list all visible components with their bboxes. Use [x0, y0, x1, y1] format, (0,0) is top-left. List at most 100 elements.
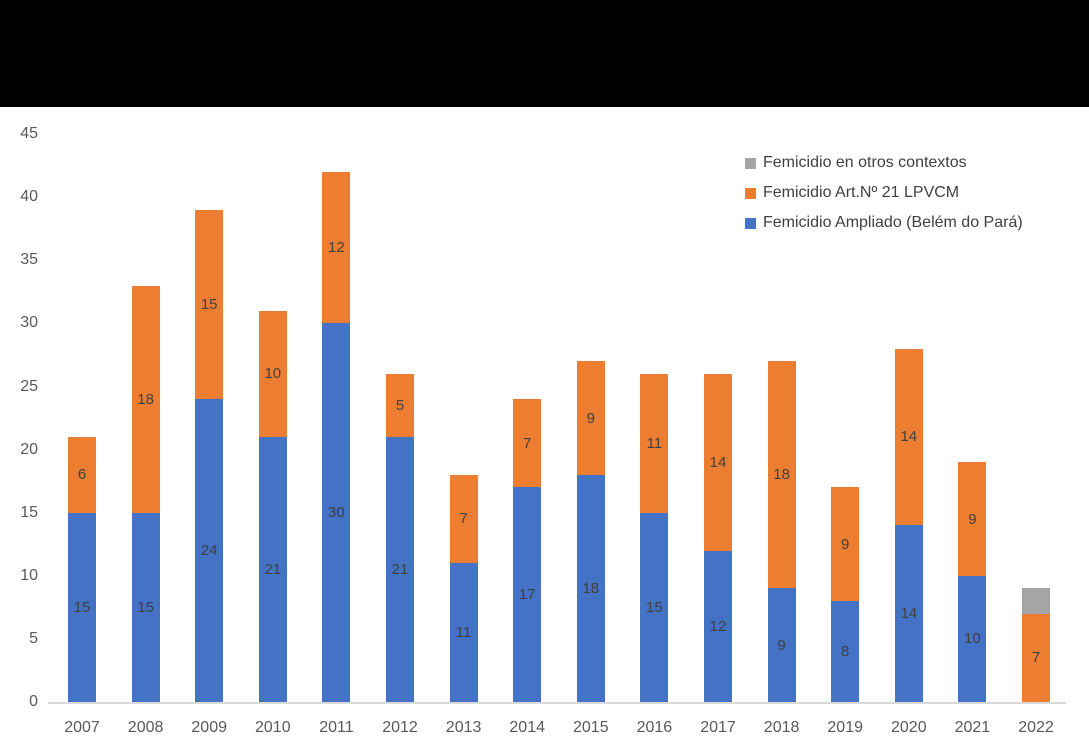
x-tick-label: 2013 [445, 719, 482, 736]
y-tick-label: 0 [29, 693, 38, 710]
bar-segment: 18 [576, 474, 605, 702]
legend-item-otros-contextos: Femicidio en otros contextos [745, 148, 1023, 178]
bar-segment: 9 [831, 487, 860, 602]
bar-segment: 21 [386, 436, 414, 702]
bar-segment: 18 [131, 285, 160, 513]
x-tick-label: 2010 [255, 719, 291, 736]
y-tick-label: 45 [20, 125, 38, 143]
bar-segment: 11 [640, 373, 669, 513]
x-tick-label: 2020 [891, 719, 927, 736]
data-label: 12 [709, 617, 727, 635]
data-label: 21 [264, 560, 282, 578]
x-tick-label: 2008 [127, 719, 164, 736]
bar-segment: 15 [640, 512, 669, 702]
bar-segment: 15 [68, 512, 96, 702]
data-label: 17 [518, 586, 536, 604]
bar-segment: 10 [958, 575, 987, 702]
chart-legend: Femicidio en otros contextos Femicidio A… [745, 148, 1023, 238]
bar-segment [1022, 588, 1050, 614]
x-tick-label: 2015 [573, 719, 609, 736]
y-tick-label: 15 [20, 503, 38, 521]
data-label: 24 [200, 542, 218, 560]
data-label: 15 [137, 598, 154, 616]
legend-label: Femicidio Art.Nº 21 LPVCM [763, 184, 960, 201]
data-label: 7 [523, 434, 532, 452]
bar-segment: 6 [68, 436, 96, 513]
bar-segment: 7 [449, 474, 478, 564]
bar-segment: 7 [513, 399, 542, 488]
bar-segment: 5 [386, 373, 414, 437]
bar-segment: 10 [258, 310, 287, 437]
bar-segment: 7 [1022, 613, 1050, 702]
x-tick-label: 2022 [1018, 719, 1054, 736]
data-label: 11 [646, 434, 663, 452]
x-tick-label: 2019 [827, 719, 863, 736]
y-tick-label: 25 [20, 377, 38, 395]
data-label: 7 [459, 510, 468, 528]
data-label: 14 [900, 605, 918, 623]
bar-segment: 12 [322, 171, 351, 324]
data-label: 10 [964, 630, 981, 648]
data-label: 15 [200, 295, 218, 313]
bar-segment: 12 [704, 550, 732, 702]
data-label: 30 [328, 504, 345, 522]
data-label: 9 [841, 535, 850, 553]
legend-marker-blue-icon [745, 217, 756, 229]
bar-segment: 9 [958, 462, 987, 576]
data-label: 15 [646, 598, 663, 616]
data-label: 18 [582, 579, 600, 597]
bar-segment: 11 [449, 563, 478, 702]
legend-item-art-21-lpvcm: Femicidio Art.Nº 21 LPVCM [745, 178, 1023, 208]
data-label: 14 [709, 453, 727, 471]
x-tick-label: 2007 [64, 719, 100, 736]
bar-segment: 17 [513, 487, 542, 702]
bar-segment: 21 [258, 436, 287, 702]
y-tick-label: 30 [20, 314, 38, 332]
data-label: 8 [841, 643, 850, 660]
bar-segment: 8 [831, 601, 860, 702]
data-label: 5 [395, 396, 405, 414]
data-label: 9 [777, 636, 786, 654]
data-label: 21 [391, 560, 409, 578]
legend-label: Femicidio en otros contextos [763, 154, 967, 171]
y-tick-label: 20 [20, 440, 38, 458]
data-label: 10 [264, 365, 282, 383]
x-tick-label: 2021 [954, 719, 991, 736]
bar-segment: 14 [894, 525, 923, 702]
x-tick-label: 2011 [319, 719, 354, 736]
x-tick-label: 2014 [509, 719, 545, 736]
y-tick-label: 35 [20, 251, 38, 269]
data-label: 9 [586, 409, 595, 427]
x-tick-label: 2018 [763, 719, 800, 736]
bar-segment: 9 [576, 361, 605, 475]
y-tick-label: 40 [20, 188, 38, 206]
x-tick-label: 2009 [191, 719, 227, 736]
bar-segment: 14 [704, 373, 732, 551]
legend-marker-orange-icon [745, 187, 756, 199]
bar-segment: 30 [322, 323, 351, 702]
data-label: 6 [77, 466, 87, 484]
redacted-title-banner [0, 0, 1089, 107]
y-tick-label: 10 [20, 566, 38, 584]
data-label: 12 [328, 239, 345, 257]
data-label: 9 [968, 510, 977, 528]
legend-marker-gray-icon [745, 157, 756, 169]
x-tick-label: 2017 [700, 719, 736, 736]
bar-segment: 18 [767, 361, 796, 589]
bar-segment: 15 [195, 209, 224, 400]
bar-segment: 9 [767, 588, 796, 702]
x-tick-label: 2016 [636, 719, 673, 736]
legend-item-ampliado-belem: Femicidio Ampliado (Belém do Pará) [745, 208, 1023, 238]
data-label: 11 [455, 624, 472, 642]
legend-label: Femicidio Ampliado (Belém do Pará) [763, 214, 1023, 231]
bar-segment: 24 [195, 399, 224, 702]
bar-segment: 14 [894, 348, 923, 526]
data-label: 14 [900, 428, 918, 446]
data-label: 15 [73, 598, 91, 616]
bar-segment: 15 [131, 512, 160, 702]
x-axis-line [48, 702, 1066, 704]
y-tick-label: 5 [29, 629, 38, 647]
x-tick-label: 2012 [382, 719, 418, 736]
